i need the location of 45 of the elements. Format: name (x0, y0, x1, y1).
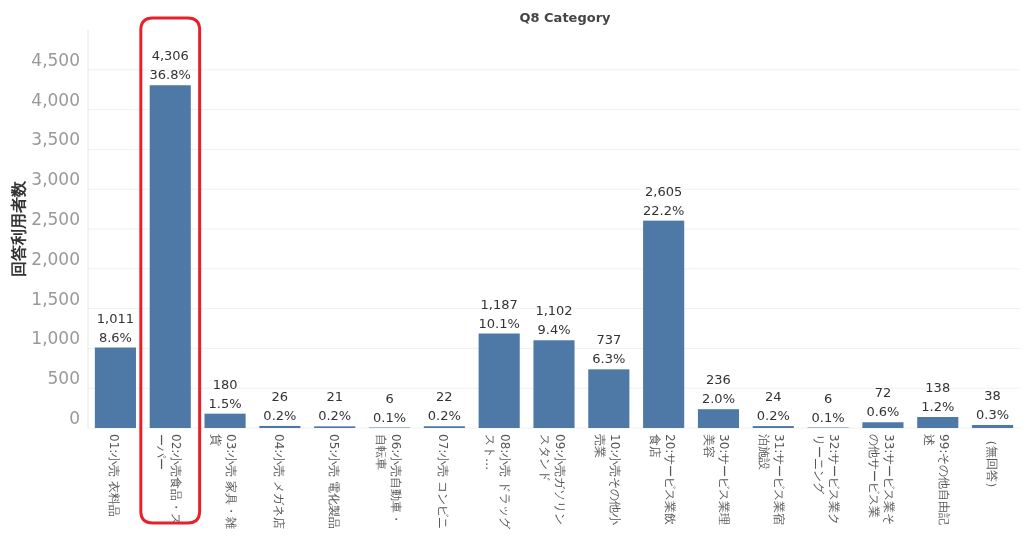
x-tick-label: 06:小売自動車・自転車 (373, 434, 403, 526)
data-label: 24 0.2% (756, 389, 790, 424)
x-tick-label: 31:サービス業宿泊施設 (757, 434, 787, 526)
data-label: 180 1.5% (208, 376, 242, 411)
data-label: 737 6.3% (592, 332, 626, 367)
x-tick-label: 99:その他自由記述 (921, 434, 951, 526)
x-tick-label: 32:サービス業クリーニング (812, 434, 842, 526)
x-tick-label: 20:サービス業飲食店 (647, 434, 677, 526)
y-tick-label: 2,500 (31, 209, 80, 229)
x-tick-label: 05:小売 電化製品 (326, 434, 341, 530)
y-tick-label: 1,000 (31, 328, 80, 349)
data-label: 236 2.0% (701, 372, 735, 407)
data-label: 6 0.1% (373, 390, 407, 425)
data-label: 21 0.2% (318, 389, 352, 424)
data-label: 22 0.2% (427, 389, 461, 424)
y-tick-label: 500 (47, 368, 80, 389)
x-tick-label: 07:小売 コンビニ (436, 434, 451, 530)
data-label: 26 0.2% (263, 388, 297, 423)
x-tick-label: 08:小売 ドラッグスト… (483, 434, 513, 531)
y-axis-title: 回答利用者数 (9, 180, 28, 277)
data-label: 4,306 36.8% (149, 48, 191, 83)
y-tick-label: 0 (69, 408, 80, 428)
data-label: 72 0.6% (866, 385, 900, 420)
data-label: 1,187 10.1% (478, 296, 520, 331)
x-tick-label: 01:小売 衣料品 (107, 434, 122, 518)
y-tick-label: 3,000 (31, 169, 80, 190)
data-label: 38 0.3% (976, 387, 1010, 422)
x-tick-label: 30:サービス業理美容 (702, 434, 732, 526)
x-tick-label: 33:サービス業その他サービス業 (866, 434, 896, 526)
x-tick-label: 10:小売その他小売業 (592, 434, 622, 526)
y-tick-label: 2,000 (31, 248, 80, 269)
chart-title: Q8 Category (519, 10, 612, 25)
y-tick-label: 1,500 (31, 288, 80, 309)
x-tick-label: （無回答） (984, 434, 999, 494)
y-tick-label: 3,500 (31, 129, 80, 150)
data-label: 2,605 22.2% (642, 183, 685, 218)
y-tick-label: 4,000 (31, 89, 80, 110)
data-label: 1,011 8.6% (96, 310, 135, 345)
x-tick-label: 03:小売 家具・雑貨 (209, 434, 239, 530)
x-tick-label: 09:小売ガソリンスタンド (538, 434, 567, 526)
data-label: 6 0.1% (811, 390, 845, 425)
data-label: 1,102 9.4% (535, 303, 573, 338)
y-tick-label: 4,500 (31, 49, 80, 70)
data-label: 138 1.2% (921, 380, 955, 415)
x-tick-label: 04:小売 メガネ店 (271, 434, 286, 530)
